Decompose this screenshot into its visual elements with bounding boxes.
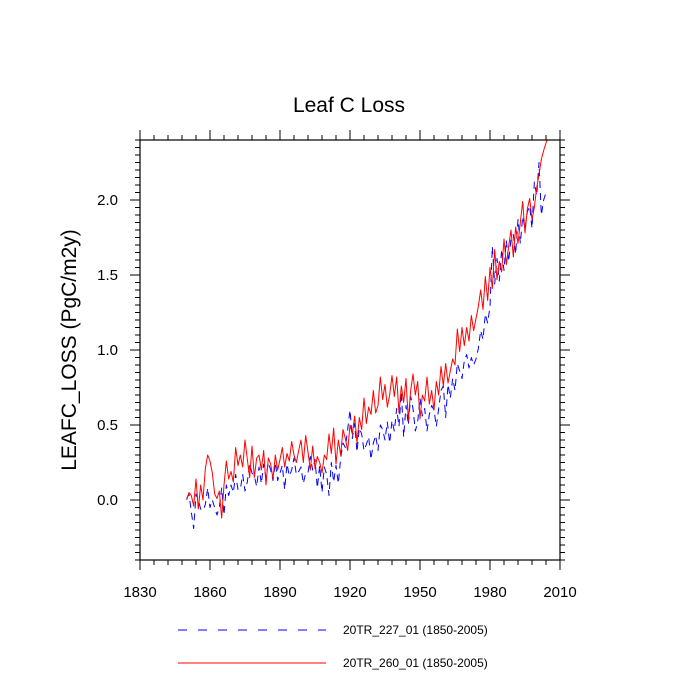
y-tick-label: 0.5 [97,417,118,434]
x-tick-label: 1920 [333,584,366,601]
y-tick-label: 2.0 [97,192,118,209]
x-tick-label: 1890 [263,584,296,601]
x-tick-label: 1830 [123,584,156,601]
y-tick-label: 1.0 [97,342,118,359]
x-tick-label: 1860 [193,584,226,601]
series-layer [186,140,549,529]
x-tick-label: 2010 [543,584,576,601]
x-tick-label: 1980 [473,584,506,601]
y-axis-label: LEAFC_LOSS (PgC/m2y) [58,229,81,471]
y-tick-label: 0.0 [97,492,118,509]
series-line-1 [186,162,549,529]
legend: 20TR_227_01 (1850-2005) 20TR_260_01 (1850… [178,623,488,670]
legend-label-2: 20TR_260_01 (1850-2005) [343,656,488,670]
chart-title: Leaf C Loss [293,94,405,117]
series-line-2 [186,140,548,519]
x-tick-label: 1950 [403,584,436,601]
tick-layer: 1830 1860 1890 1920 1950 1980 2010 0.0 0.5 1.0 1.5… [97,130,577,601]
y-tick-label: 1.5 [97,267,118,284]
legend-label-1: 20TR_227_01 (1850-2005) [343,623,488,637]
